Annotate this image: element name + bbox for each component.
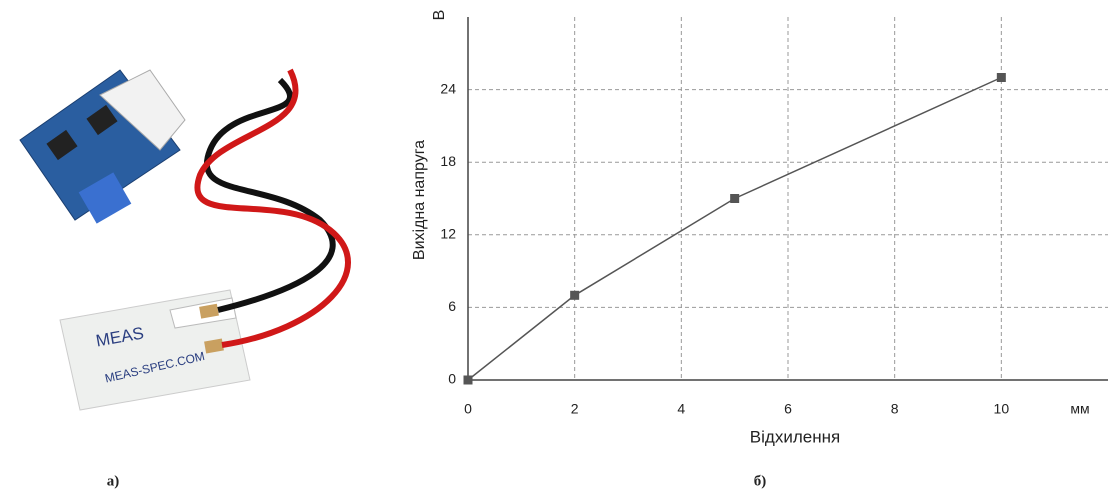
y-tick-label: 18 [440,153,456,169]
y-tick-label: 0 [448,371,456,387]
sensor-photo: MEAS MEAS-SPEC.COM [20,70,348,410]
x-unit: мм [1070,401,1089,417]
y-tick-label: 12 [440,226,456,242]
y-tick-label: 6 [448,298,456,314]
x-tick-label: 0 [464,401,472,417]
x-tick-label: 8 [891,401,899,417]
wire-black [207,80,333,310]
point-marker [570,291,579,300]
x-tick-label: 4 [677,401,685,417]
point-marker [464,376,473,385]
caption: а) [107,473,120,489]
point-marker [997,73,1006,82]
point-marker [730,194,739,203]
x-tick-label: 10 [994,401,1010,417]
x-axis-label: Відхилення [750,427,840,446]
y-unit: В [431,10,448,21]
x-tick-label: 2 [571,401,579,417]
x-tick-label: 6 [784,401,792,417]
y-tick-label: 24 [440,80,456,96]
page: MEAS MEAS-SPEC.COM а) б) 061218240246810… [0,0,1111,495]
caption: б) [754,473,767,489]
series-line [468,78,1001,381]
y-axis-label: Вихідна напруга [411,140,428,260]
